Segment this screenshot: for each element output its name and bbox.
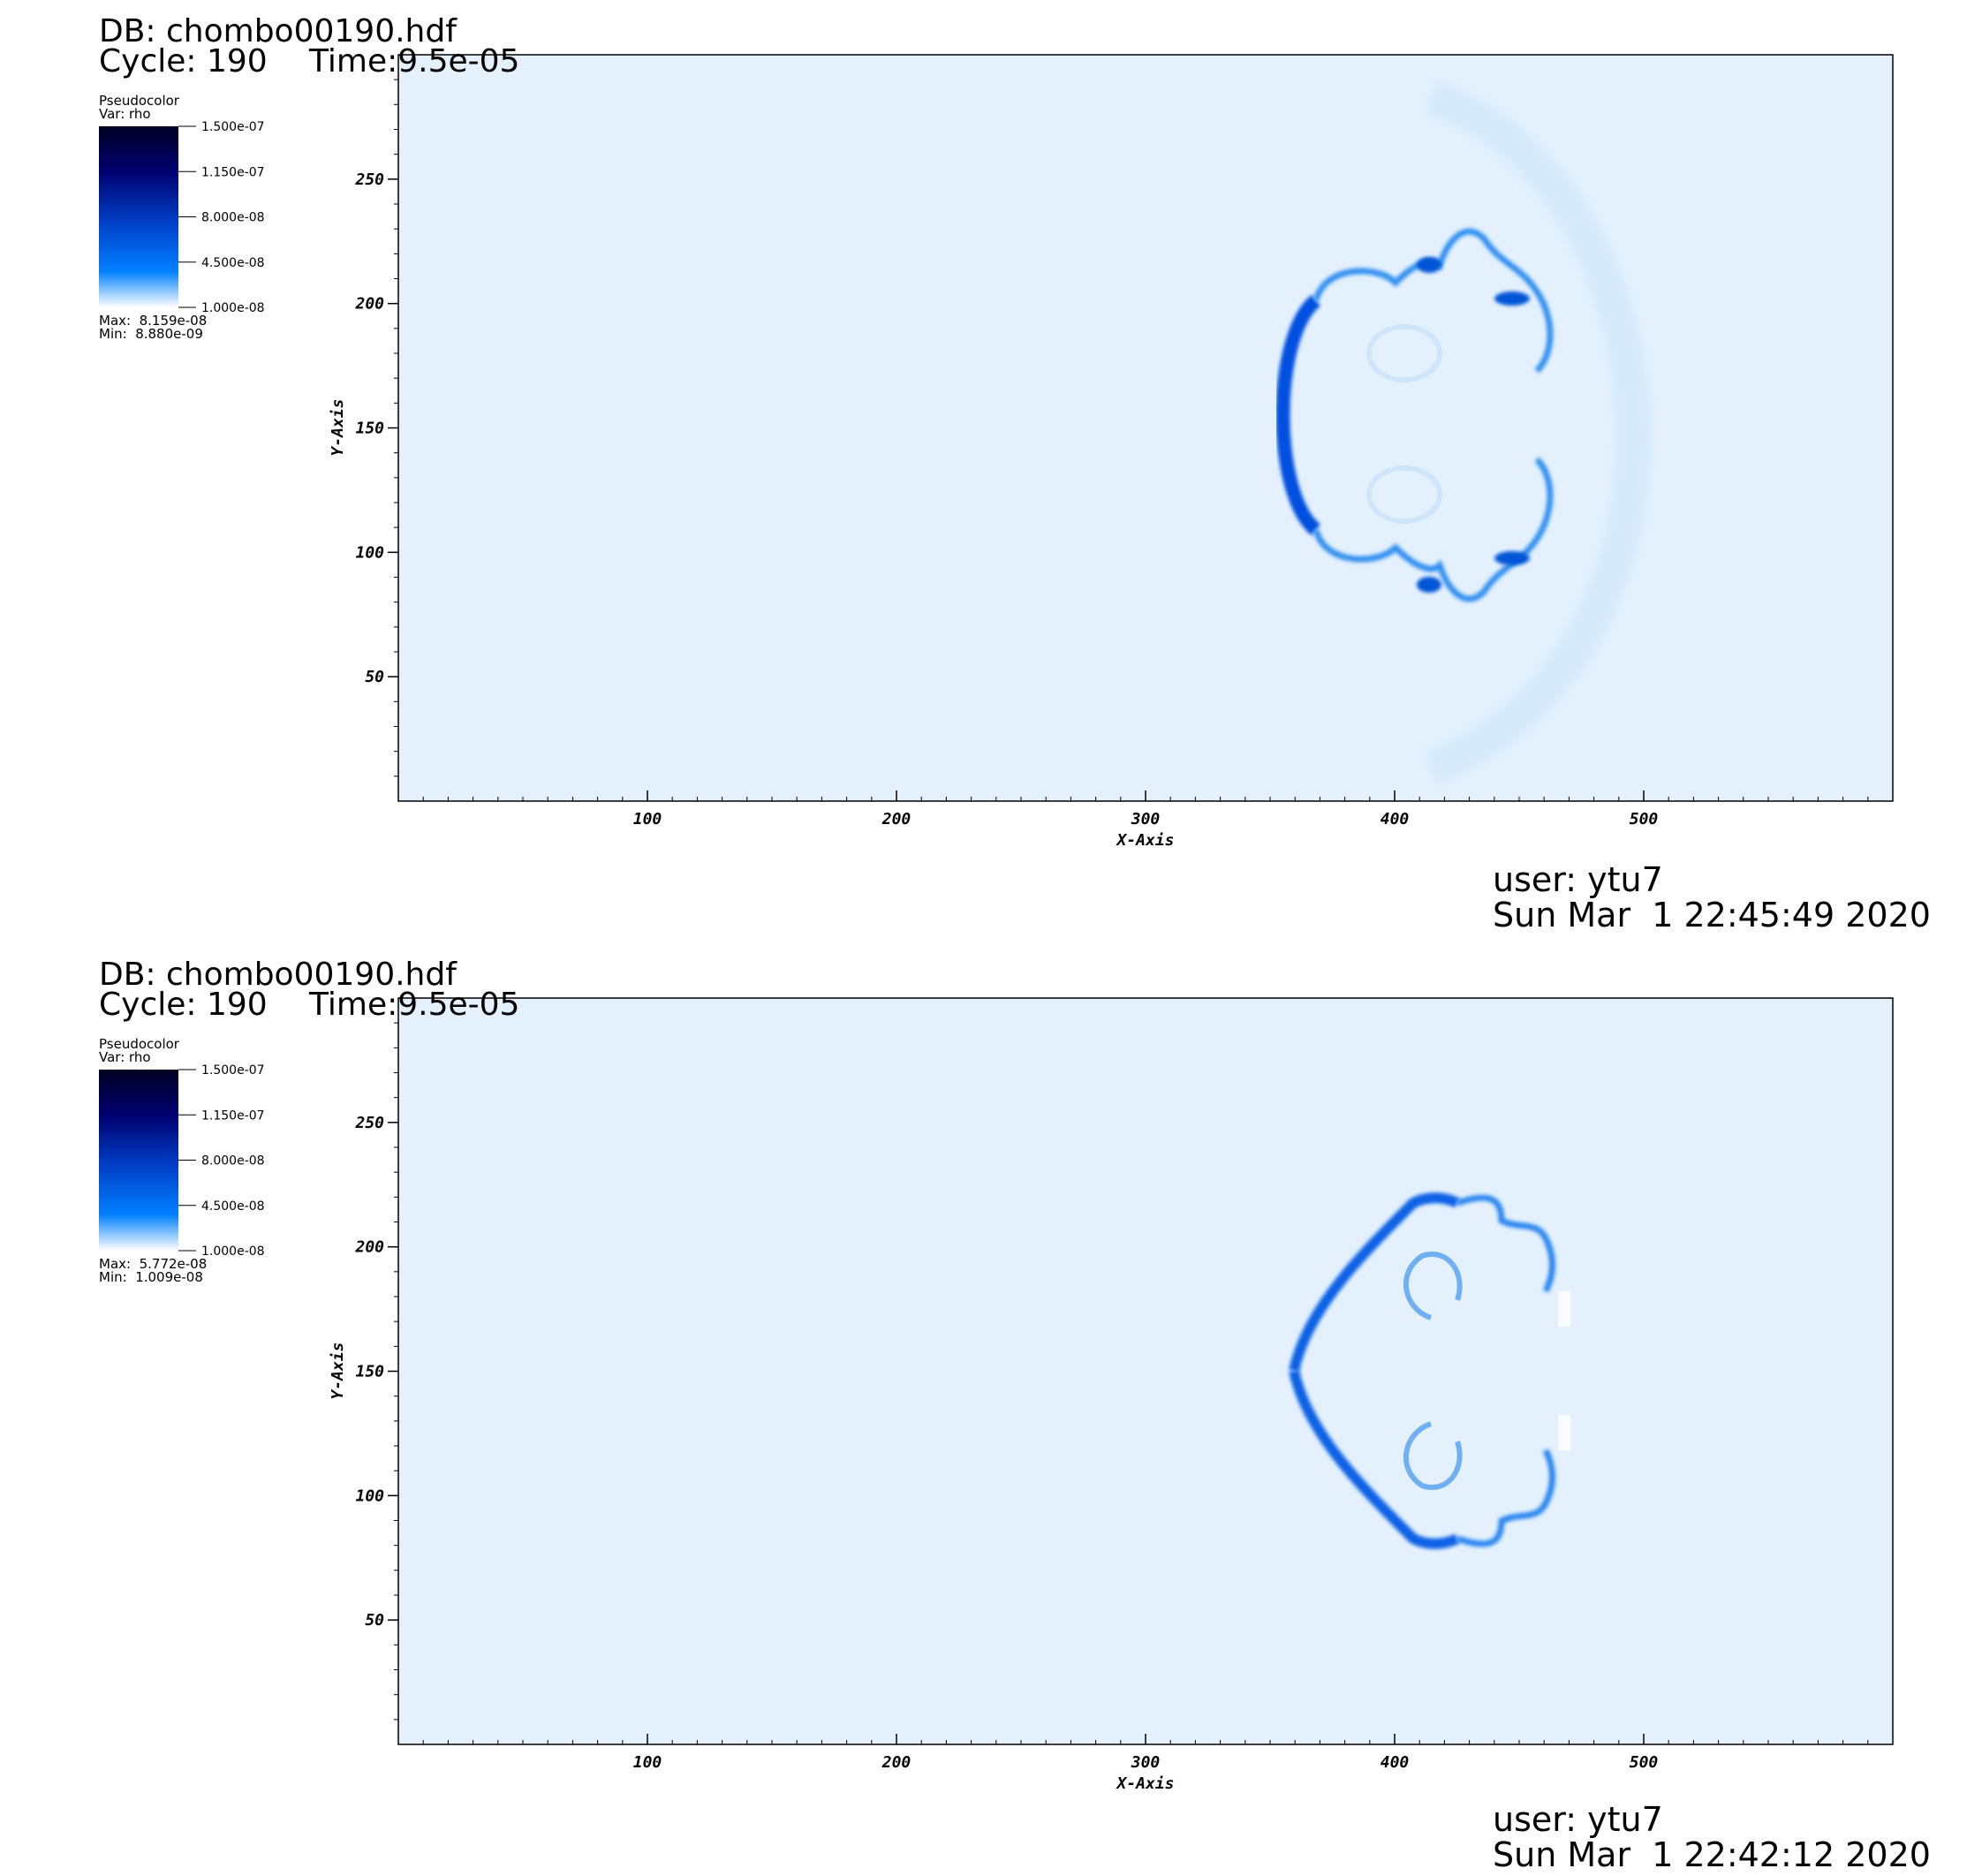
y-tick-label: 200 xyxy=(354,295,384,314)
x-axis-title: X-Axis xyxy=(1115,831,1174,850)
legend-var-label: Var: rho xyxy=(99,106,151,122)
x-tick-label: 100 xyxy=(633,810,662,828)
density-shock-front xyxy=(1275,294,1321,536)
date-label: Sun Mar 1 22:42:12 2020 xyxy=(1493,1835,1931,1874)
y-tick-label: 150 xyxy=(355,1363,384,1381)
db-label: DB: chombo00190.hdf xyxy=(99,957,457,993)
colorbar xyxy=(99,1070,178,1251)
y-tick-group: 50 100 150 200 250 xyxy=(354,79,398,777)
density-inner-lobe-upper xyxy=(1403,1252,1463,1320)
heatmap-field xyxy=(1289,1192,1570,1549)
density-inner-lobe-lower xyxy=(1403,1421,1463,1490)
colorbar-tick-label: 8.000e-08 xyxy=(201,1154,265,1169)
colorbar-tick-group: 1.500e-07 1.150e-07 8.000e-08 4.500e-08 1.00… xyxy=(178,1063,265,1259)
colorbar-tick-label: 8.000e-08 xyxy=(201,211,265,225)
time-label: Time:9.5e-05 xyxy=(309,987,520,1023)
plot-panel-top: 100 200 300 400 500 50 100 150 200 250 X-Axis Y-… xyxy=(99,13,1931,934)
colorbar-tick-label: 1.500e-07 xyxy=(201,1063,265,1078)
density-void-1 xyxy=(1558,1291,1570,1327)
date-label: Sun Mar 1 22:45:49 2020 xyxy=(1493,896,1931,934)
cycle-label: Cycle: 190 xyxy=(99,43,268,79)
db-label: DB: chombo00190.hdf xyxy=(99,13,457,49)
legend-max-label: Max: 5.772e-08 xyxy=(99,1256,208,1272)
colorbar-tick-label: 4.500e-08 xyxy=(201,256,265,270)
legend-min-label: Min: 1.009e-08 xyxy=(99,1269,203,1285)
density-knot-2 xyxy=(1494,291,1530,306)
user-label: user: ytu7 xyxy=(1493,1800,1663,1839)
legend-plot-type: Pseudocolor xyxy=(99,93,179,109)
heatmap-field xyxy=(1275,79,1652,785)
legend-var-label: Var: rho xyxy=(99,1049,151,1065)
x-tick-label: 100 xyxy=(633,1753,662,1772)
density-plume-lower xyxy=(1313,457,1554,602)
x-tick-label: 200 xyxy=(881,1753,912,1772)
density-plume-lower xyxy=(1456,1449,1555,1547)
y-tick-label: 50 xyxy=(365,1611,384,1630)
y-tick-label: 200 xyxy=(354,1238,384,1257)
y-axis-title: Y-Axis xyxy=(329,398,347,456)
x-tick-label: 200 xyxy=(881,810,912,828)
density-plume-upper xyxy=(1456,1194,1555,1293)
density-knot-3 xyxy=(1417,577,1441,593)
x-tick-group: 100 200 300 400 500 xyxy=(422,1734,1869,1772)
x-tick-group: 100 200 300 400 500 xyxy=(422,790,1869,828)
density-plume-upper xyxy=(1313,228,1554,374)
density-arc-outer xyxy=(1424,79,1652,785)
y-tick-label: 250 xyxy=(354,1114,384,1132)
y-axis-title: Y-Axis xyxy=(329,1342,347,1399)
x-axis-title: X-Axis xyxy=(1115,1774,1174,1793)
y-tick-label: 100 xyxy=(355,543,384,562)
y-tick-group: 50 100 150 200 250 xyxy=(354,1022,398,1721)
colorbar-tick-label: 4.500e-08 xyxy=(201,1199,265,1214)
colorbar-tick-label: 1.500e-07 xyxy=(201,120,265,134)
x-tick-label: 400 xyxy=(1381,810,1410,828)
density-eddy-2 xyxy=(1366,465,1442,524)
density-void-2 xyxy=(1558,1415,1570,1450)
time-label: Time:9.5e-05 xyxy=(309,43,520,79)
colorbar-tick-group: 1.500e-07 1.150e-07 8.000e-08 4.500e-08 1.00… xyxy=(178,120,265,315)
cycle-label: Cycle: 190 xyxy=(99,987,268,1023)
y-tick-label: 250 xyxy=(354,170,384,189)
colorbar xyxy=(99,126,178,307)
density-knot-1 xyxy=(1417,257,1441,273)
heatmap-background xyxy=(398,998,1893,1744)
x-tick-label: 300 xyxy=(1131,1753,1161,1772)
colorbar-tick-label: 1.000e-08 xyxy=(201,1244,265,1259)
plot-svg-top: 100 200 300 400 500 50 100 150 200 250 X-Axis Y-… xyxy=(99,54,1894,850)
colorbar-tick-label: 1.000e-08 xyxy=(201,301,265,315)
density-shock-front-lower xyxy=(1289,1369,1460,1549)
density-shock-front-upper xyxy=(1289,1192,1460,1373)
y-tick-label: 50 xyxy=(365,668,384,686)
x-tick-label: 500 xyxy=(1630,810,1659,828)
density-eddy-1 xyxy=(1366,324,1442,382)
y-tick-label: 100 xyxy=(355,1486,384,1505)
legend-plot-type: Pseudocolor xyxy=(99,1036,179,1052)
colorbar-tick-label: 1.150e-07 xyxy=(201,165,265,179)
legend-min-label: Min: 8.880e-09 xyxy=(99,326,203,342)
plot-panel-bottom: 100 200 300 400 500 50 100 150 200 250 X-Axis Y-… xyxy=(0,938,1982,1876)
x-tick-label: 300 xyxy=(1131,810,1161,828)
colorbar-tick-label: 1.150e-07 xyxy=(201,1108,265,1123)
plot-svg-bottom: 100 200 300 400 500 50 100 150 200 250 X-Axis Y-… xyxy=(99,997,1894,1793)
x-tick-label: 400 xyxy=(1381,1753,1410,1772)
x-tick-label: 500 xyxy=(1630,1753,1659,1772)
heatmap-background xyxy=(398,55,1893,801)
y-tick-label: 150 xyxy=(355,420,384,438)
user-label: user: ytu7 xyxy=(1493,860,1663,899)
legend-max-label: Max: 8.159e-08 xyxy=(99,313,208,329)
density-knot-4 xyxy=(1494,551,1530,565)
